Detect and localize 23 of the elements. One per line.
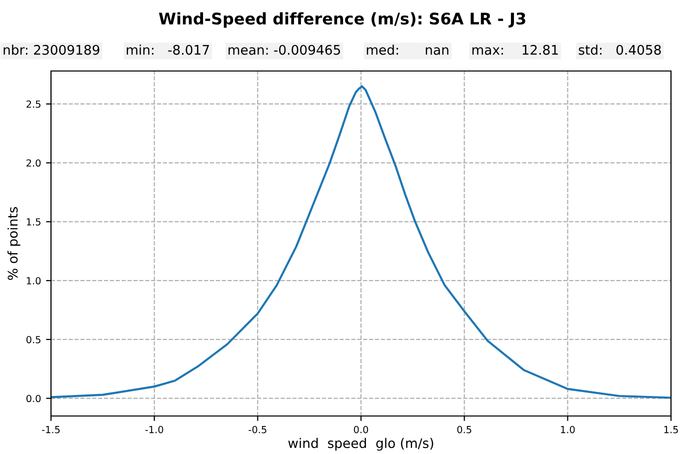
x-axis-title: wind speed glo (m/s) — [288, 438, 434, 451]
x-tick-label: -0.5 — [248, 426, 266, 434]
x-tick-label: 0.5 — [457, 426, 472, 434]
x-tick-label: 1.0 — [561, 426, 575, 434]
y-axis-title: % of points — [7, 207, 20, 280]
x-tick-label: 1.5 — [664, 426, 678, 434]
y-tick-label: 2.0 — [26, 159, 41, 167]
x-tick-label: 0.0 — [354, 426, 368, 434]
text: max: 12.81 — [472, 44, 558, 55]
text: med: nan — [366, 44, 448, 55]
line-series — [51, 85, 671, 399]
x-tick-label: -1.5 — [42, 426, 60, 434]
y-tick-label: 0.0 — [26, 394, 41, 402]
chart-title: Wind-Speed difference (m/s): S6A LR - J3 — [158, 12, 526, 28]
text: mean: -0.009465 — [228, 44, 340, 55]
y-tick-label: 2.5 — [26, 100, 40, 108]
text: min: -8.017 — [126, 44, 209, 55]
y-tick-label: 0.5 — [26, 336, 40, 344]
text: nbr: 23009189 — [4, 44, 100, 55]
y-tick-label: 1.5 — [26, 218, 40, 226]
text: std: 0.4058 — [578, 44, 661, 55]
y-tick-label: 1.0 — [26, 277, 41, 284]
x-tick-label: -1.0 — [145, 426, 164, 434]
